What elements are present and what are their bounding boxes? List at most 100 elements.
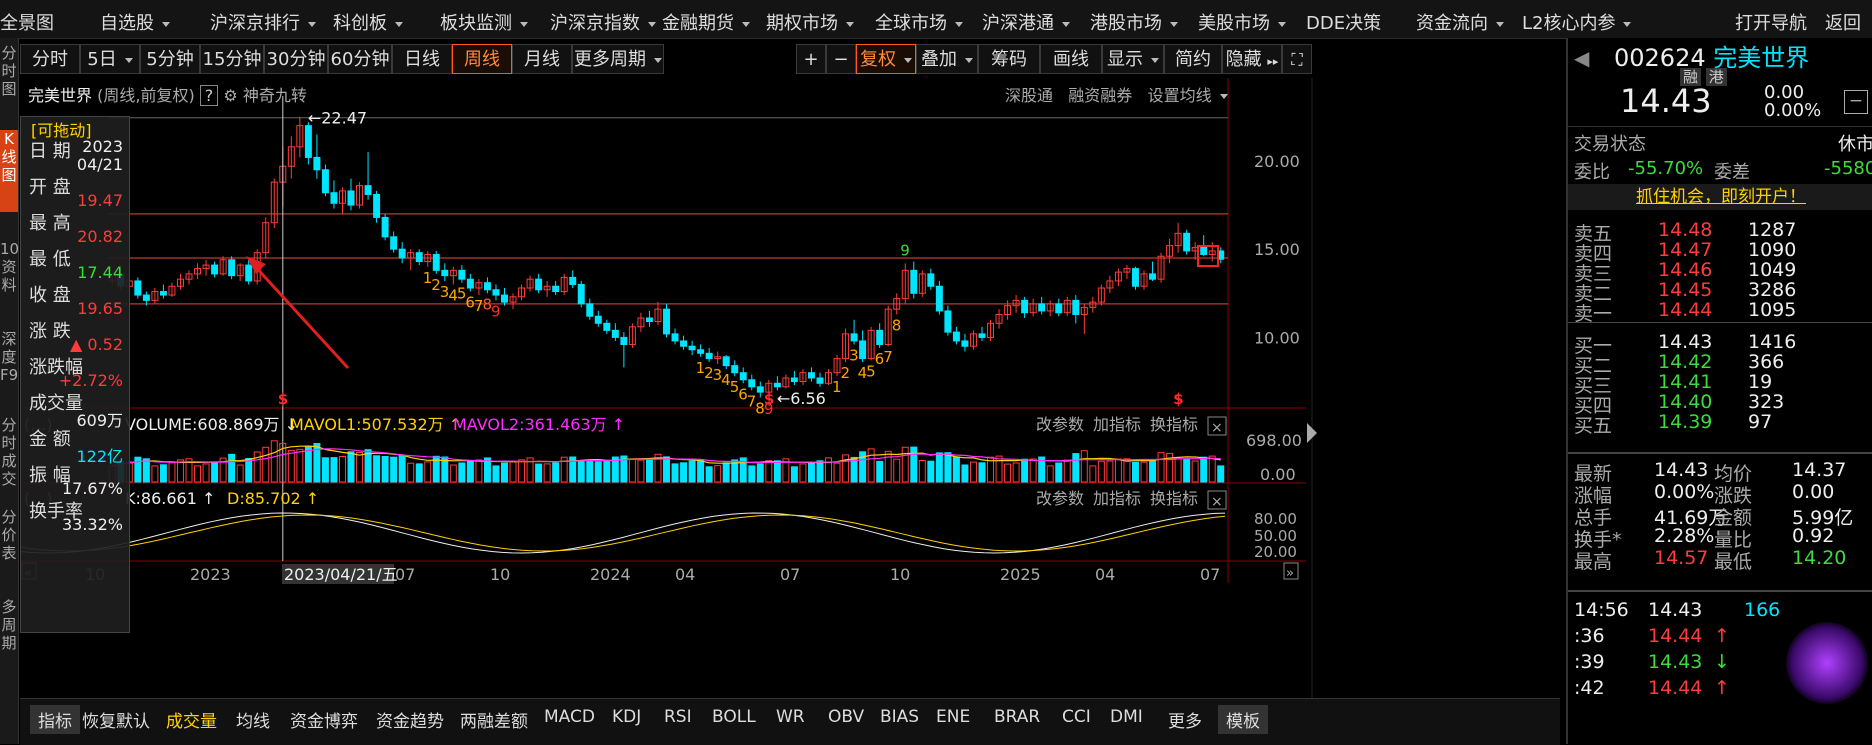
menu-zhishu[interactable]: 沪深京指数: [550, 9, 656, 35]
volume-bar: [594, 461, 602, 483]
indicator-tab[interactable]: BRAR: [994, 707, 1041, 727]
menu-paihang[interactable]: 沪深京排行: [210, 9, 316, 35]
vtab-duozhouqi[interactable]: 多周期: [1, 598, 17, 652]
open-account-link[interactable]: 抓住机会，即刻开户！: [1568, 184, 1872, 210]
volume-button-1[interactable]: 加指标: [1093, 415, 1141, 434]
more-periods-dropdown[interactable]: 更多周期: [572, 44, 664, 74]
volume-button-2[interactable]: 换指标: [1150, 415, 1198, 434]
indicator-tab[interactable]: 更多: [1168, 712, 1202, 732]
candle-body: [645, 317, 653, 323]
fuquan-dropdown[interactable]: 复权: [856, 44, 916, 74]
link-set-ma[interactable]: 设置均线: [1147, 86, 1212, 105]
menu-ganggu[interactable]: 港股市场: [1090, 9, 1178, 35]
indicator-tab[interactable]: 两融差额: [460, 712, 528, 732]
help-icon[interactable]: ?: [199, 85, 219, 106]
collapse-icon[interactable]: −: [1844, 90, 1868, 114]
indicator-tab[interactable]: KDJ: [612, 707, 642, 727]
vtab-f10[interactable]: 10资料: [0, 240, 20, 294]
period-fenshi[interactable]: 分时: [20, 44, 80, 74]
period-monthly[interactable]: 月线: [512, 44, 572, 74]
gear-icon[interactable]: ⚙: [223, 86, 238, 105]
kdj-close-icon[interactable]: [1207, 490, 1227, 510]
buy-level-label: 买四: [1574, 395, 1613, 417]
period-15min[interactable]: 15分钟: [200, 44, 264, 74]
menu-hugangtong[interactable]: 沪深港通: [982, 9, 1070, 35]
period-60min[interactable]: 60分钟: [328, 44, 392, 74]
stat-value: 5.99亿: [1792, 507, 1854, 529]
menu-qiquan[interactable]: 期权市场: [766, 9, 854, 35]
indicator-tab[interactable]: MACD: [544, 707, 595, 727]
indicator-tab[interactable]: WR: [776, 707, 805, 727]
volume-close-icon[interactable]: [1207, 416, 1227, 436]
indicator-tab[interactable]: RSI: [664, 707, 692, 727]
kdj-button-2[interactable]: 换指标: [1150, 489, 1198, 508]
period-5day[interactable]: 5日: [80, 44, 140, 74]
indicator-tab[interactable]: CCI: [1062, 707, 1091, 727]
period-5min[interactable]: 5分钟: [140, 44, 200, 74]
period-daily[interactable]: 日线: [392, 44, 452, 74]
indicator-tab[interactable]: 均线: [236, 712, 270, 732]
candlestick-chart[interactable]: 20.0015.0010.00←22.47←6.5612345678912345…: [19, 78, 1560, 698]
menu-dde[interactable]: DDE决策: [1306, 13, 1382, 34]
zoom-in-button[interactable]: +: [796, 44, 826, 74]
indicator-tab[interactable]: ENE: [936, 707, 971, 727]
vtab-fenjiabiao[interactable]: 分价表: [1, 508, 17, 562]
indicator-tab[interactable]: BOLL: [712, 707, 756, 727]
indicator-tab[interactable]: OBV: [828, 707, 865, 727]
menu-bankuai[interactable]: 板块监测: [440, 9, 528, 35]
menu-zixuangu[interactable]: 自选股: [100, 9, 170, 35]
menu-quanqiu[interactable]: 全球市场: [875, 9, 963, 35]
drag-handle[interactable]: [可拖动]: [31, 121, 92, 140]
period-weekly[interactable]: 周线: [452, 44, 512, 74]
link-shengutong[interactable]: 深股通: [1005, 86, 1054, 105]
menu-quanjingtu[interactable]: 全景图: [0, 13, 54, 34]
simple-button[interactable]: 简约: [1164, 44, 1222, 74]
link-rongzi[interactable]: 融资融券: [1068, 86, 1133, 105]
candle-body: [1055, 303, 1063, 314]
overlay-dropdown[interactable]: 叠加: [916, 44, 978, 74]
vtab-chengjiao[interactable]: 分时成交: [1, 416, 17, 488]
menu-jinrongqihuo[interactable]: 金融期货: [662, 9, 750, 35]
stat-value: 14.37: [1792, 459, 1847, 481]
menu-meigu[interactable]: 美股市场: [1198, 9, 1286, 35]
indicator-tab[interactable]: 成交量: [166, 712, 217, 732]
display-dropdown[interactable]: 显示: [1102, 44, 1164, 74]
menu-label: 科创板: [333, 13, 387, 34]
fullscreen-icon[interactable]: ⛶: [1282, 44, 1312, 74]
scroll-right-icon[interactable]: [1283, 562, 1299, 580]
indicator-tab[interactable]: 资金趋势: [376, 712, 444, 732]
indicator-tab[interactable]: 指标: [30, 705, 80, 734]
quote-row: 卖四 14.47 1090: [1568, 236, 1872, 265]
vtab-f9[interactable]: 深度F9: [0, 330, 19, 384]
quote-row: 最新 14.43 均价 14.37: [1568, 456, 1872, 485]
vtab-kline[interactable]: K线图: [0, 130, 18, 212]
nine-turn-label: 3: [440, 283, 450, 301]
menu-kechuangban[interactable]: 科创板: [333, 9, 403, 35]
hide-button[interactable]: 隐藏 ▸▸: [1222, 44, 1282, 74]
kdj-button-0[interactable]: 改参数: [1036, 489, 1084, 508]
indicator-tab[interactable]: 恢复默认: [82, 712, 150, 732]
menu-zijinliuxiang[interactable]: 资金流向: [1416, 9, 1504, 35]
draw-line-button[interactable]: 画线: [1040, 44, 1102, 74]
indicator-tab[interactable]: 资金博弈: [290, 712, 358, 732]
chips-button[interactable]: 筹码: [978, 44, 1040, 74]
vtab-fenshi[interactable]: 分时图: [1, 44, 17, 98]
x-tick-label: 07: [780, 565, 800, 584]
menu-l2[interactable]: L2核心内参: [1522, 9, 1632, 35]
indicator-tab[interactable]: DMI: [1110, 707, 1143, 727]
prev-stock-icon[interactable]: ◀: [1574, 46, 1590, 70]
chart-area[interactable]: 20.00 15.00 10.00 ←22.47 ←6.56 1 2 3 4 5 6 7 8 9 1 2 3 4 5…: [19, 78, 1560, 698]
s-marker: $: [1173, 390, 1183, 408]
back-button[interactable]: 返回: [1825, 13, 1861, 34]
indicator-tab[interactable]: BIAS: [880, 707, 920, 727]
zoom-out-button[interactable]: −: [826, 44, 856, 74]
crosshair-info-panel[interactable]: [可拖动] 日 期 2023 04/21 开 盘 19.47 最 高 20.82…: [20, 116, 130, 633]
period-30min[interactable]: 30分钟: [264, 44, 328, 74]
volume-button-0[interactable]: 改参数: [1036, 415, 1084, 434]
kdj-button-1[interactable]: 加指标: [1093, 489, 1141, 508]
promo-avatar[interactable]: [1786, 622, 1868, 704]
indicator-name[interactable]: 神奇九转: [242, 86, 307, 105]
indicator-tab[interactable]: 模板: [1218, 705, 1268, 734]
chart-header: 完美世界 (周线,前复权) ? ⚙ 神奇九转: [28, 82, 307, 106]
open-nav-button[interactable]: 打开导航: [1735, 13, 1807, 34]
